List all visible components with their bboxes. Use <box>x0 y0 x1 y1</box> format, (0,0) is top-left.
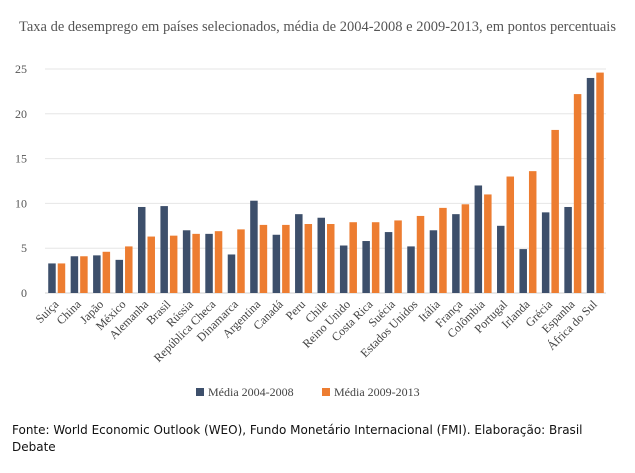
bar-2004-2008 <box>541 212 550 293</box>
bar-2004-2008 <box>474 185 483 293</box>
bar-2004-2008 <box>227 254 236 293</box>
bar-2004-2008 <box>272 234 281 293</box>
legend-label: Média 2004-2008 <box>208 385 294 399</box>
bar-2009-2013 <box>484 194 492 293</box>
bar-2009-2013 <box>416 215 425 293</box>
bar-2009-2013 <box>439 207 447 293</box>
bar-2009-2013 <box>169 235 178 293</box>
bar-2009-2013 <box>461 204 470 293</box>
bar-2004-2008 <box>339 245 348 293</box>
y-tick-label: 15 <box>15 152 27 166</box>
bar-chart: 0510152025SuíçaChinaJapãoMéxicoAlemanhaB… <box>15 62 606 399</box>
bar-2004-2008 <box>205 233 213 293</box>
y-tick-label: 20 <box>15 107 27 121</box>
bar-2004-2008 <box>452 214 460 293</box>
bar-2009-2013 <box>349 222 357 293</box>
bar-2004-2008 <box>519 249 527 293</box>
bar-2004-2008 <box>182 230 191 293</box>
bar-2004-2008 <box>362 241 370 293</box>
bar-2009-2013 <box>371 222 380 293</box>
y-tick-label: 0 <box>21 286 27 300</box>
bar-2004-2008 <box>429 230 438 293</box>
x-tick-label: China <box>54 297 85 328</box>
bar-2009-2013 <box>394 220 402 293</box>
bar-2009-2013 <box>57 263 66 293</box>
bar-2009-2013 <box>282 224 290 293</box>
bar-2004-2008 <box>70 256 79 293</box>
bar-2009-2013 <box>596 72 604 293</box>
bar-2009-2013 <box>102 251 111 293</box>
bar-2004-2008 <box>250 200 258 293</box>
bar-2009-2013 <box>214 231 223 293</box>
legend-swatch <box>322 388 330 396</box>
bar-2009-2013 <box>237 229 245 293</box>
bar-2009-2013 <box>528 171 537 293</box>
bar-2004-2008 <box>564 206 572 293</box>
bar-2009-2013 <box>125 246 133 293</box>
y-tick-label: 25 <box>15 62 27 76</box>
bar-2009-2013 <box>304 224 313 293</box>
bar-2004-2008 <box>384 232 393 293</box>
bar-2009-2013 <box>259 224 268 293</box>
bar-2004-2008 <box>497 225 505 293</box>
bar-2004-2008 <box>407 246 415 293</box>
bar-2004-2008 <box>160 206 168 293</box>
y-tick-label: 5 <box>21 241 27 255</box>
legend-swatch <box>196 388 204 396</box>
bar-2004-2008 <box>295 214 303 293</box>
bar-2004-2008 <box>115 259 124 293</box>
bar-2009-2013 <box>551 129 559 293</box>
bar-2009-2013 <box>147 236 155 293</box>
bar-2009-2013 <box>573 94 582 293</box>
bar-2004-2008 <box>93 255 101 293</box>
bar-2004-2008 <box>317 217 325 293</box>
bar-2004-2008 <box>586 77 595 294</box>
chart-title: Taxa de desemprego em países selecionado… <box>19 19 616 35</box>
source-note: Fonte: World Economic Outlook (WEO), Fun… <box>12 423 583 454</box>
bar-2009-2013 <box>506 176 515 293</box>
bar-2009-2013 <box>80 256 88 293</box>
bar-2009-2013 <box>327 224 335 293</box>
bar-2004-2008 <box>137 206 146 293</box>
bar-2009-2013 <box>192 233 200 293</box>
legend-label: Média 2009-2013 <box>334 385 420 399</box>
y-tick-label: 10 <box>15 196 27 210</box>
bar-2004-2008 <box>48 263 56 293</box>
